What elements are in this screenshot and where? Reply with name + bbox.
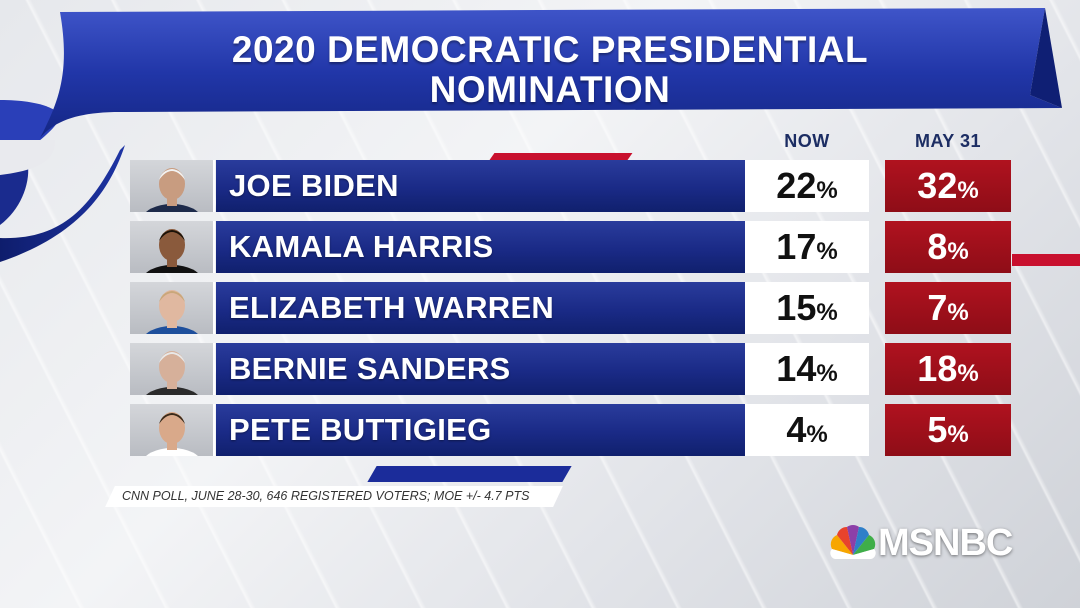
peacock-icon	[830, 525, 876, 559]
logo-wordmark: MSNBC	[878, 522, 1013, 564]
source-note: CNN POLL, JUNE 28-30, 646 REGISTERED VOT…	[105, 486, 563, 507]
value-may31: 32%	[885, 160, 1011, 212]
value-may31: 8%	[885, 221, 1011, 273]
value-may31: 18%	[885, 343, 1011, 395]
value-now: 17%	[745, 221, 869, 273]
value-now: 15%	[745, 282, 869, 334]
blue-accent-stripe	[367, 466, 572, 482]
value-may31: 5%	[885, 404, 1011, 456]
candidate-photo	[130, 404, 215, 456]
column-header-now: NOW	[784, 131, 830, 151]
value-now: 14%	[745, 343, 869, 395]
candidate-photo	[130, 343, 215, 395]
title-line-1: 2020 DEMOCRATIC PRESIDENTIAL	[231, 29, 869, 70]
value-now: 4%	[745, 404, 869, 456]
column-header-may31: MAY 31	[914, 131, 982, 151]
candidate-photo	[130, 160, 215, 212]
title-line-2: NOMINATION	[429, 69, 671, 110]
candidate-photo	[130, 221, 215, 273]
chart-title: 2020 DEMOCRATIC PRESIDENTIAL NOMINATION	[190, 30, 910, 110]
value-now: 22%	[745, 160, 869, 212]
red-accent-stripe	[1012, 254, 1080, 266]
red-accent-stripe	[489, 153, 633, 160]
value-may31: 7%	[885, 282, 1011, 334]
msnbc-logo: MSNBC	[830, 521, 1040, 565]
candidate-photo	[130, 282, 215, 334]
